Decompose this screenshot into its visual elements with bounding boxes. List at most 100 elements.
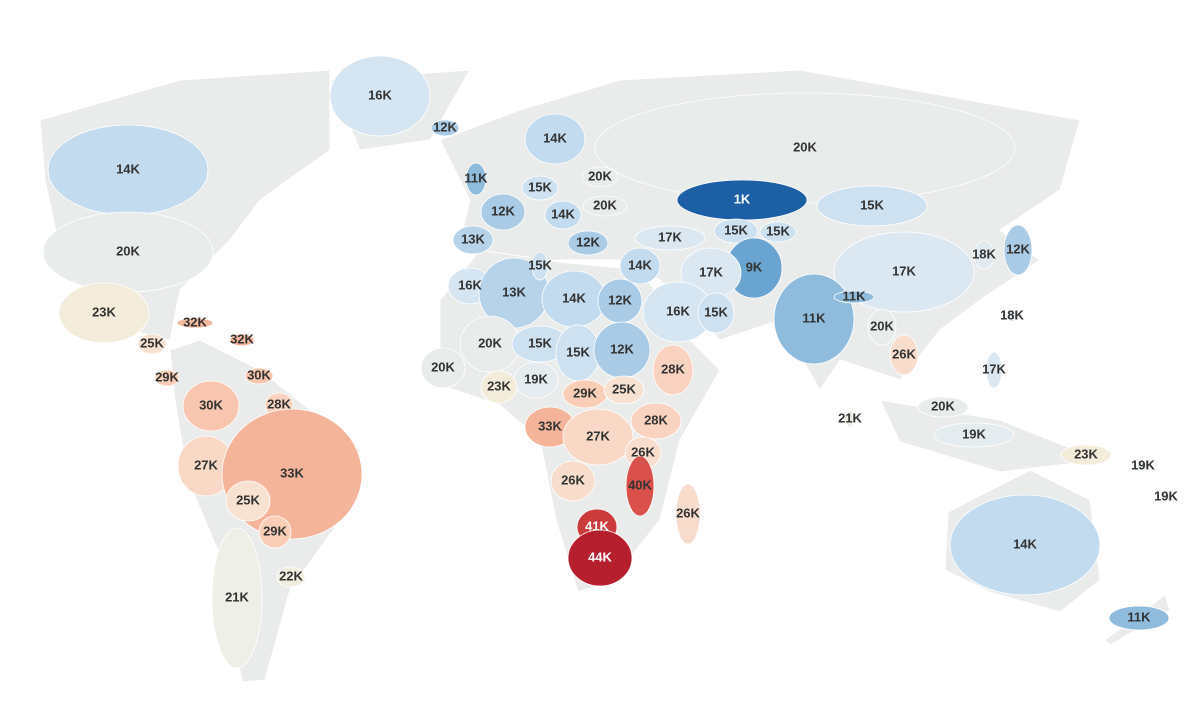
region-label: 32K xyxy=(230,331,254,346)
region xyxy=(833,231,975,313)
region xyxy=(276,566,306,588)
region xyxy=(985,351,1003,389)
region-label: 17K xyxy=(658,229,682,244)
region xyxy=(816,185,928,227)
region xyxy=(567,529,633,587)
region xyxy=(480,193,526,231)
region xyxy=(582,195,628,217)
region-label: 14K xyxy=(1013,536,1037,551)
region xyxy=(465,162,487,196)
regions xyxy=(42,55,1173,669)
region-label: 16K xyxy=(368,87,392,102)
region-label: 18K xyxy=(972,246,996,261)
region-label: 15K xyxy=(566,344,590,359)
region xyxy=(211,527,263,669)
region xyxy=(844,410,856,428)
region xyxy=(713,218,759,244)
region-label: 29K xyxy=(155,369,179,384)
region xyxy=(567,230,609,256)
region-label: 15K xyxy=(528,179,552,194)
region-label: 21K xyxy=(225,589,249,604)
region-label: 26K xyxy=(676,505,700,520)
region-label: 28K xyxy=(661,361,685,376)
region xyxy=(889,334,919,376)
region-label: 27K xyxy=(194,457,218,472)
region-label: 17K xyxy=(892,263,916,278)
region-label: 30K xyxy=(199,397,223,412)
region-label: 12K xyxy=(610,341,634,356)
region-label: 11K xyxy=(802,310,826,325)
region-label: 26K xyxy=(892,346,916,361)
region-label: 20K xyxy=(593,197,617,212)
region-label: 20K xyxy=(116,243,140,258)
region-label: 15K xyxy=(528,335,552,350)
region xyxy=(225,480,271,522)
region xyxy=(917,396,969,418)
region xyxy=(562,408,634,466)
region-label: 14K xyxy=(116,161,140,176)
region-label: 33K xyxy=(538,418,562,433)
region xyxy=(625,455,655,517)
region-label: 44K xyxy=(588,549,612,564)
region xyxy=(521,175,559,201)
region-label: 13K xyxy=(461,231,485,246)
region-label: 25K xyxy=(612,381,636,396)
region-label: 17K xyxy=(699,264,723,279)
region-label: 14K xyxy=(628,257,652,272)
region-label: 20K xyxy=(431,359,455,374)
region-label: 20K xyxy=(588,168,612,183)
region-label: 33K xyxy=(280,465,304,480)
region xyxy=(420,347,466,389)
region-label: 20K xyxy=(870,318,894,333)
region-label: 18K xyxy=(1000,307,1024,322)
region-label: 25K xyxy=(140,335,164,350)
region xyxy=(675,483,701,545)
region xyxy=(182,380,240,432)
region-label: 27K xyxy=(586,428,610,443)
region-label: 19K xyxy=(1154,488,1178,503)
region xyxy=(867,308,897,346)
region-label: 26K xyxy=(561,472,585,487)
region-label: 32K xyxy=(183,314,207,329)
region xyxy=(1003,224,1033,276)
region-label: 23K xyxy=(487,378,511,393)
region-label: 15K xyxy=(704,304,728,319)
region-label: 15K xyxy=(766,223,790,238)
region-label: 28K xyxy=(267,396,291,411)
region-label: 22K xyxy=(279,568,303,583)
region xyxy=(833,290,875,304)
region-label: 1K xyxy=(734,191,751,206)
region xyxy=(244,367,274,385)
region xyxy=(531,251,549,281)
region-label: 15K xyxy=(724,222,748,237)
region-label: 15K xyxy=(860,197,884,212)
region xyxy=(176,317,214,329)
region xyxy=(258,515,292,549)
region-label: 9K xyxy=(746,259,763,274)
region xyxy=(137,333,167,355)
region xyxy=(1108,605,1170,631)
region-label: 15K xyxy=(528,257,552,272)
region xyxy=(550,460,596,502)
region-label: 23K xyxy=(92,304,116,319)
region xyxy=(154,369,180,387)
region-label: 12K xyxy=(433,119,457,134)
region-label: 23K xyxy=(1074,446,1098,461)
region-label: 17K xyxy=(982,361,1006,376)
region-label: 16K xyxy=(458,277,482,292)
region-label: 11K xyxy=(464,170,488,185)
region xyxy=(630,402,682,440)
region-label: 12K xyxy=(1006,241,1030,256)
region xyxy=(544,200,582,230)
region-label: 41K xyxy=(585,518,609,533)
region xyxy=(634,225,706,251)
region-label: 21K xyxy=(838,410,862,425)
region xyxy=(1060,444,1112,466)
region xyxy=(329,55,431,137)
region-label: 25K xyxy=(236,492,260,507)
region-label: 20K xyxy=(931,398,955,413)
region-label: 14K xyxy=(562,290,586,305)
labels: 16K 12K 14K 20K 20K 1K 11K 14K 15K 20K 20K 12K 14K 13… xyxy=(92,87,1178,624)
region-label: 19K xyxy=(962,426,986,441)
